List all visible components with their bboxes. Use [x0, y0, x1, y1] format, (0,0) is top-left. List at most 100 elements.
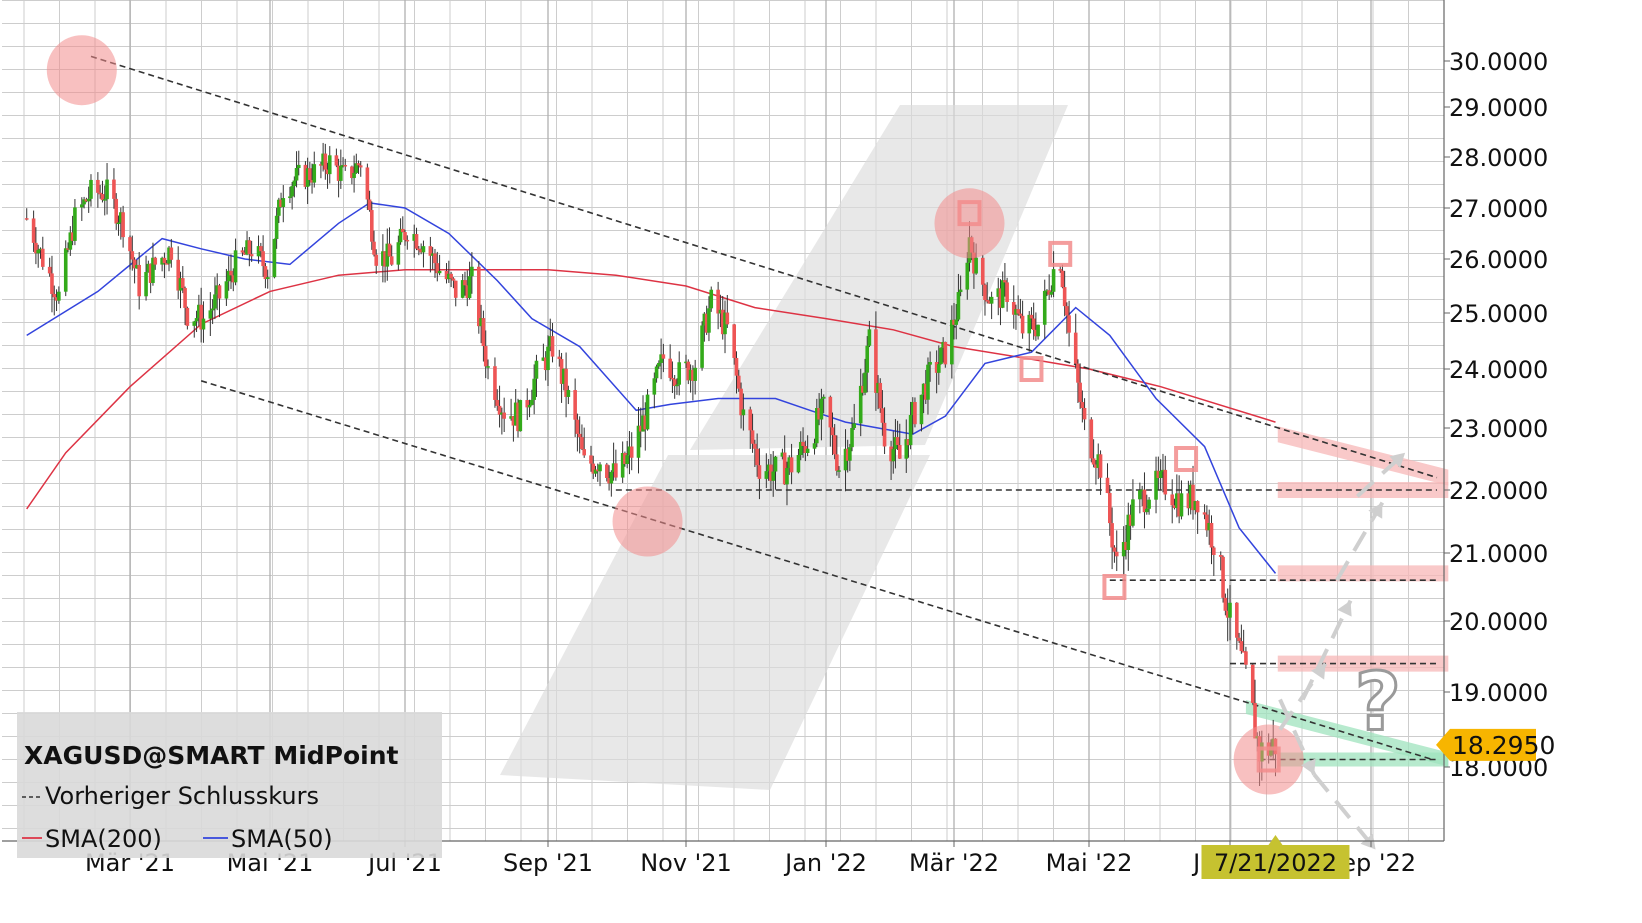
- candle: [897, 423, 902, 460]
- candle-body: [848, 447, 852, 461]
- highlight-circle: [46, 35, 117, 106]
- candle: [989, 291, 994, 320]
- candle: [1205, 505, 1209, 537]
- candle: [750, 413, 755, 453]
- candle-body: [882, 422, 887, 447]
- candle-body: [1163, 469, 1168, 495]
- current-date-label: 7/21/2022: [1214, 849, 1337, 877]
- candle: [625, 441, 629, 469]
- candle-body: [400, 228, 405, 233]
- scenario-arrow-head: [1368, 502, 1383, 519]
- candle-body: [374, 254, 379, 266]
- candle: [54, 289, 59, 312]
- candle-body: [57, 291, 61, 301]
- candle: [1080, 390, 1085, 423]
- candle-body: [137, 264, 141, 297]
- candle-body: [897, 444, 902, 459]
- candle: [89, 174, 93, 207]
- candle-body: [704, 313, 709, 333]
- candle-body: [119, 212, 123, 223]
- candle: [874, 311, 878, 411]
- candle-body: [1047, 290, 1051, 295]
- candle-body: [50, 273, 54, 294]
- candle-body: [281, 198, 286, 208]
- candle: [343, 158, 348, 171]
- candle-body: [470, 266, 474, 277]
- candle: [837, 466, 841, 479]
- candle: [589, 445, 593, 472]
- candle-body: [1031, 318, 1036, 330]
- candle-body: [1253, 702, 1257, 739]
- candle: [1172, 498, 1177, 510]
- candle-body: [1020, 315, 1025, 334]
- candle: [1049, 285, 1054, 298]
- candle: [428, 236, 433, 273]
- candle: [1156, 456, 1161, 491]
- candle: [38, 247, 43, 259]
- candle-body: [1005, 282, 1009, 302]
- candle-body: [483, 346, 488, 367]
- candle-body: [609, 471, 614, 484]
- candle-body: [723, 312, 727, 335]
- candle: [732, 323, 736, 365]
- candle: [1138, 482, 1142, 514]
- candle-body: [1126, 514, 1131, 550]
- candle: [1018, 298, 1023, 319]
- candle-body: [68, 232, 73, 250]
- candle-body: [82, 199, 86, 205]
- candle: [1128, 504, 1133, 540]
- candle-body: [908, 415, 913, 446]
- candle-body: [132, 259, 137, 269]
- candle-body: [937, 364, 941, 373]
- candle-body: [725, 312, 730, 325]
- candle: [709, 286, 714, 312]
- candle: [370, 201, 374, 250]
- candle: [861, 373, 865, 396]
- candle: [437, 254, 442, 276]
- candle: [1067, 300, 1071, 347]
- candle-body: [1221, 556, 1225, 598]
- candle-body: [789, 457, 794, 473]
- candle-body: [352, 172, 356, 179]
- dashed-trend-line: [200, 380, 1433, 761]
- candle-body: [358, 165, 363, 168]
- candle: [1212, 546, 1216, 576]
- candle: [593, 465, 598, 477]
- candle: [247, 236, 252, 267]
- candle-body: [748, 409, 753, 431]
- candle-body: [832, 435, 837, 455]
- candle: [996, 277, 1001, 316]
- candle: [998, 279, 1003, 326]
- candle: [430, 247, 435, 270]
- candle: [559, 352, 564, 403]
- legend-entry-prev-close: Vorheriger Schlusskurs: [45, 782, 319, 810]
- candle-body: [356, 163, 361, 166]
- candle-body: [643, 415, 648, 430]
- candle: [146, 260, 151, 273]
- candle: [641, 395, 645, 432]
- candle: [1005, 277, 1009, 312]
- candle-body: [430, 253, 435, 256]
- y-tick-label: 28.0000: [1449, 144, 1548, 172]
- candle-body: [607, 477, 611, 484]
- candle: [785, 461, 789, 506]
- candle-body: [1209, 522, 1214, 548]
- candle-body: [497, 405, 502, 415]
- candle: [57, 286, 61, 304]
- candle: [623, 451, 627, 467]
- date-badge-shape: [1201, 845, 1350, 879]
- candle: [1121, 526, 1126, 576]
- candle: [757, 448, 762, 500]
- candle: [167, 245, 171, 272]
- candle-body: [1096, 454, 1101, 468]
- candle-body: [34, 242, 38, 254]
- candle-body: [562, 368, 566, 384]
- candle: [693, 359, 697, 395]
- candle-body: [1188, 484, 1193, 509]
- candle-body: [1042, 290, 1047, 325]
- candle: [323, 143, 328, 180]
- candle: [294, 151, 299, 188]
- candle-body: [1094, 464, 1098, 468]
- candle: [336, 158, 341, 198]
- candle: [939, 347, 943, 365]
